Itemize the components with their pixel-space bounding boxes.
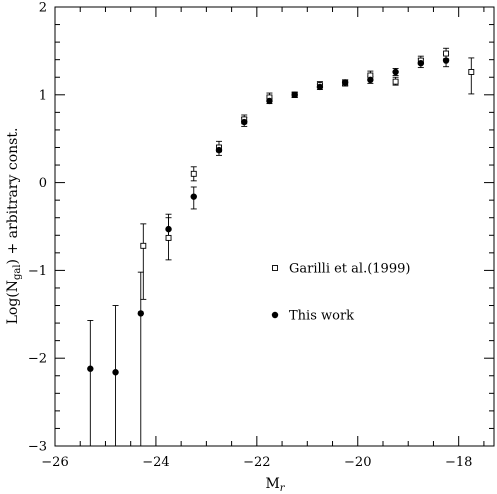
garilli-marker — [165, 234, 172, 241]
legend-label: This work — [289, 309, 354, 324]
this-work-marker — [392, 68, 399, 76]
data-markers — [87, 50, 475, 376]
y-tick-label: −2 — [28, 352, 47, 367]
y-axis-title: Log(Ngal) + arbitrary const. — [5, 128, 23, 325]
y-tick-label: 2 — [39, 1, 47, 16]
y-tick-label: 1 — [39, 88, 47, 103]
this-work-marker — [442, 57, 450, 64]
this-work-marker — [165, 225, 172, 233]
this-work-marker — [112, 369, 119, 376]
this-work-marker — [87, 365, 94, 372]
x-tick-label: −26 — [41, 455, 68, 470]
this-work-marker — [417, 59, 425, 67]
legend-label: Garilli et al.(1999) — [289, 262, 410, 277]
x-tick-label: −18 — [445, 455, 472, 470]
axis-tick-labels: −26 −24 −22 −20 −18 −3 −2 −1 0 1 2 — [28, 1, 473, 471]
this-work-marker — [341, 79, 349, 86]
garilli-marker — [140, 242, 147, 249]
garilli-marker — [392, 78, 399, 85]
plot-frame — [54, 6, 495, 447]
this-work-marker — [190, 193, 197, 200]
this-work-marker — [137, 310, 144, 317]
this-work-marker — [316, 83, 324, 91]
this-work-marker — [241, 118, 248, 126]
garilli-marker — [443, 50, 450, 57]
y-tick-label: 0 — [39, 176, 47, 191]
legend-marker-this-work — [271, 311, 279, 319]
this-work-marker — [266, 97, 273, 105]
y-tick-label: −1 — [28, 264, 47, 279]
this-work-marker — [367, 76, 374, 84]
x-axis-title: Mr — [265, 476, 285, 494]
axis-ticks — [54, 6, 494, 447]
this-work-marker — [215, 146, 223, 154]
plot-border — [54, 6, 495, 447]
this-work-marker — [291, 91, 298, 99]
legend-marker-garilli — [272, 265, 278, 271]
x-tick-label: −22 — [243, 455, 270, 470]
garilli-marker — [190, 170, 197, 177]
legend: Garilli et al.(1999) This work — [271, 262, 410, 324]
x-tick-label: −20 — [344, 455, 371, 470]
garilli-marker — [468, 69, 475, 75]
x-tick-label: −24 — [142, 455, 169, 470]
y-tick-label: −3 — [28, 440, 47, 455]
